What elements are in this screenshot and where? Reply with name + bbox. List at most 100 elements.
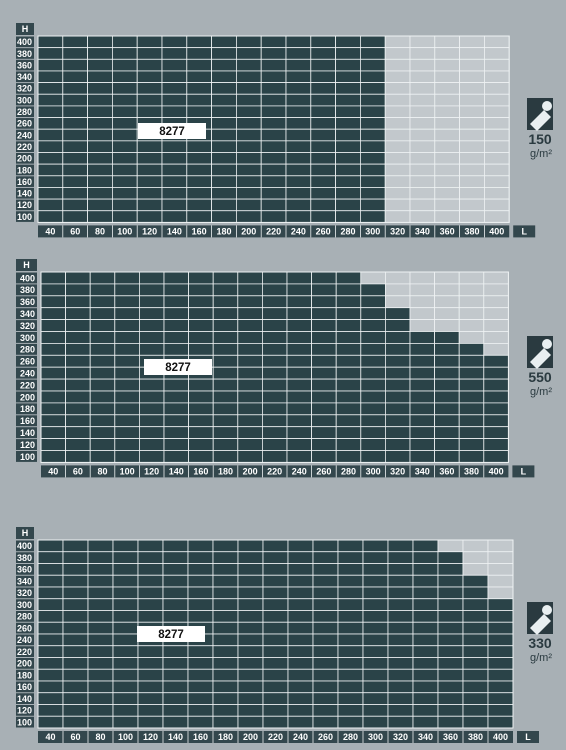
available-cell [237, 704, 264, 717]
unavailable-cell [483, 128, 510, 142]
available-cell [359, 198, 386, 212]
available-cell [434, 331, 460, 344]
available-cell [37, 715, 64, 729]
y-tick-box [16, 379, 37, 391]
available-cell [62, 563, 89, 576]
available-cell [87, 35, 113, 49]
y-tick-box [16, 587, 34, 599]
available-cell [188, 319, 214, 332]
y-tick-label: 180 [17, 165, 32, 175]
available-cell [235, 128, 262, 142]
x-tick-label: 260 [316, 227, 331, 237]
available-cell [136, 210, 163, 223]
available-cell [437, 704, 464, 717]
available-cell [384, 426, 411, 439]
grid-border [37, 35, 510, 223]
available-cell [409, 426, 436, 439]
y-tick-box [16, 658, 34, 669]
available-cell [87, 680, 114, 694]
available-cell [260, 47, 287, 60]
available-cell [487, 680, 514, 694]
available-cell [387, 645, 414, 658]
available-cell [412, 633, 439, 647]
x-tick-label: 280 [341, 467, 356, 477]
unavailable-cell [409, 283, 436, 297]
available-cell [387, 539, 414, 553]
available-cell [137, 715, 164, 729]
available-cell [211, 175, 237, 188]
available-cell [37, 152, 64, 165]
available-cell [114, 331, 140, 344]
y-tick-box [16, 164, 34, 176]
available-cell [462, 704, 489, 717]
available-cell [337, 633, 364, 647]
available-cell [262, 621, 289, 635]
available-cell [458, 390, 485, 404]
weight-value: 550 [528, 369, 552, 385]
y-tick-label: 140 [17, 694, 32, 704]
available-cell [89, 426, 116, 439]
available-cell [287, 586, 314, 600]
y-tick-label: 340 [17, 72, 32, 82]
available-cell [37, 668, 64, 682]
y-tick-box [16, 439, 37, 450]
unavailable-cell [409, 70, 436, 84]
available-cell [188, 438, 214, 451]
y-tick-box [16, 716, 34, 728]
available-cell [136, 82, 163, 95]
y-tick-label: 120 [17, 200, 32, 210]
available-cell [311, 414, 337, 428]
available-cell [40, 343, 67, 356]
available-cell [310, 163, 336, 177]
available-cell [286, 331, 313, 344]
available-cell [261, 354, 288, 368]
available-cell [188, 295, 214, 309]
unavailable-cell [459, 187, 485, 200]
available-cell [360, 426, 386, 439]
available-cell [260, 117, 287, 130]
y-axis-title: H [23, 260, 30, 270]
unavailable-cell [409, 175, 436, 188]
available-cell [384, 331, 411, 344]
y-tick-box [16, 669, 34, 681]
available-cell [487, 657, 514, 670]
available-cell [186, 163, 213, 177]
x-tick-label: 400 [489, 227, 504, 237]
y-tick-box [16, 211, 34, 222]
available-cell [335, 117, 361, 130]
available-cell [112, 198, 138, 212]
available-cell [112, 210, 138, 223]
x-tick-label: 40 [48, 467, 58, 477]
available-cell [362, 680, 389, 694]
unavailable-cell [483, 140, 510, 153]
y-tick-label: 200 [20, 392, 35, 402]
available-cell [212, 450, 239, 463]
available-cell [261, 450, 288, 463]
x-tick-label: 260 [318, 732, 333, 742]
available-cell [112, 680, 139, 694]
available-cell [337, 680, 364, 694]
available-cell [285, 35, 312, 49]
available-cell [62, 668, 89, 682]
available-cell [137, 610, 164, 623]
available-cell [235, 93, 262, 107]
available-cell [335, 390, 362, 404]
y-tick-label: 360 [20, 297, 35, 307]
available-cell [310, 82, 336, 95]
available-cell [65, 343, 91, 356]
available-cell [462, 680, 489, 694]
available-cell [37, 598, 64, 611]
available-cell [311, 295, 337, 309]
available-cell [87, 633, 114, 647]
available-cell [409, 390, 436, 404]
y-tick-label: 340 [20, 309, 35, 319]
unavailable-cell [409, 82, 436, 95]
available-cell [112, 152, 138, 165]
available-cell [412, 657, 439, 670]
available-cell [211, 187, 237, 200]
available-cell [312, 551, 339, 564]
available-cell [186, 210, 213, 223]
available-cell [412, 715, 439, 729]
available-cell [62, 210, 88, 223]
available-cell [161, 140, 188, 153]
